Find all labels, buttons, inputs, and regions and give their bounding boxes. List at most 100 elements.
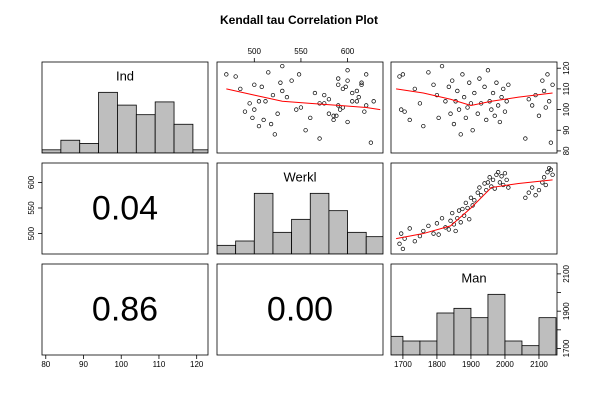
point xyxy=(268,121,274,127)
point xyxy=(541,175,547,180)
point xyxy=(541,88,547,94)
point xyxy=(303,128,308,133)
point xyxy=(337,107,343,112)
point xyxy=(475,111,480,116)
point xyxy=(345,78,350,83)
y-tick-label: 80 xyxy=(562,146,571,155)
hist-bar xyxy=(60,139,81,153)
point xyxy=(439,216,445,221)
point xyxy=(345,119,350,125)
point xyxy=(478,193,484,198)
hist-bar xyxy=(521,345,540,355)
point xyxy=(280,88,285,94)
point xyxy=(270,92,276,98)
point xyxy=(523,136,528,141)
point xyxy=(247,101,252,106)
point xyxy=(439,63,445,69)
x-tick-label: 100 xyxy=(115,360,129,369)
hist-bar xyxy=(453,307,472,355)
point xyxy=(458,132,463,137)
point xyxy=(489,184,494,189)
hist-bar xyxy=(419,340,438,355)
point xyxy=(463,115,468,120)
point xyxy=(336,82,341,87)
hist-bar xyxy=(436,312,455,355)
point xyxy=(399,231,404,236)
point xyxy=(545,170,550,175)
x-tick-label: 90 xyxy=(79,360,88,369)
point xyxy=(362,109,367,114)
point xyxy=(343,84,348,89)
point xyxy=(499,95,504,100)
point xyxy=(499,174,504,179)
point xyxy=(256,123,262,129)
point xyxy=(494,80,499,85)
point xyxy=(322,92,327,98)
point xyxy=(256,99,262,104)
y-tick-label: 1700 xyxy=(562,339,571,357)
panel xyxy=(224,63,381,145)
point xyxy=(477,76,482,81)
point xyxy=(294,107,299,112)
point xyxy=(461,95,467,100)
point xyxy=(397,74,402,79)
point xyxy=(331,117,336,123)
point xyxy=(456,107,462,112)
point xyxy=(443,99,448,104)
point xyxy=(426,223,431,229)
smooth-line xyxy=(396,88,553,106)
point xyxy=(450,210,455,216)
point xyxy=(371,99,376,104)
point xyxy=(501,86,506,92)
point xyxy=(331,113,336,118)
point xyxy=(412,239,417,244)
point xyxy=(490,90,496,96)
panel-frame xyxy=(390,162,558,255)
point xyxy=(497,119,503,125)
point xyxy=(308,115,313,120)
x-tick-label: 550 xyxy=(294,47,308,56)
panel xyxy=(391,293,557,355)
point xyxy=(359,82,364,87)
point xyxy=(548,167,554,172)
point xyxy=(487,175,492,180)
point xyxy=(484,117,489,123)
y-tick-label: 1900 xyxy=(562,302,571,320)
panel-frame xyxy=(216,263,384,356)
point xyxy=(530,103,535,108)
point xyxy=(359,80,364,85)
panel-frame xyxy=(216,61,384,154)
point xyxy=(504,99,509,104)
point xyxy=(492,113,497,118)
point xyxy=(533,193,538,198)
point xyxy=(446,227,451,232)
y-tick-label: 120 xyxy=(562,61,571,75)
point xyxy=(242,109,248,114)
hist-bar xyxy=(291,218,311,254)
point xyxy=(506,82,511,87)
x-tick-label: 1900 xyxy=(462,360,480,369)
hist-bar xyxy=(391,335,404,355)
point xyxy=(336,76,341,81)
panel xyxy=(396,63,555,145)
point xyxy=(502,171,508,176)
point xyxy=(364,72,369,77)
hist-bar xyxy=(328,210,348,254)
point xyxy=(284,95,290,100)
hist-bar xyxy=(154,101,175,153)
hist-bar xyxy=(217,244,237,254)
point xyxy=(238,86,243,92)
point xyxy=(547,99,552,104)
point xyxy=(399,107,404,112)
panel xyxy=(396,165,555,252)
point xyxy=(364,103,369,108)
point xyxy=(506,185,511,190)
point xyxy=(460,206,465,212)
point xyxy=(250,115,255,120)
x-tick-label: 500 xyxy=(248,47,262,56)
point xyxy=(356,95,361,100)
point xyxy=(266,70,271,75)
correlation-label: 0.00 xyxy=(267,290,333,328)
point xyxy=(436,232,441,237)
